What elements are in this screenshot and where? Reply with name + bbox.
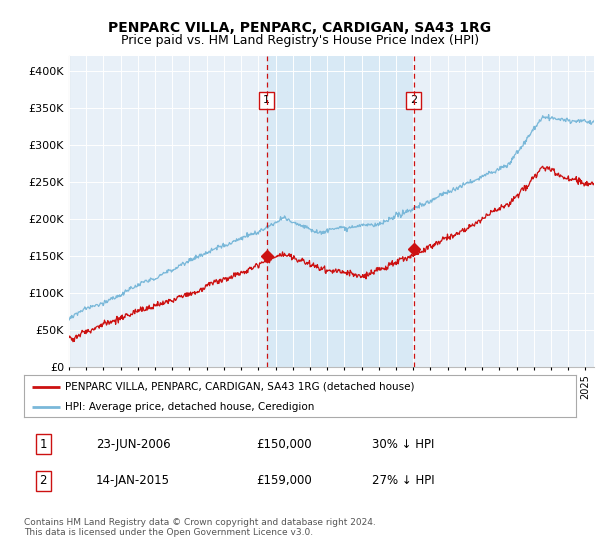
Text: 27% ↓ HPI: 27% ↓ HPI <box>372 474 434 487</box>
Text: PENPARC VILLA, PENPARC, CARDIGAN, SA43 1RG (detached house): PENPARC VILLA, PENPARC, CARDIGAN, SA43 1… <box>65 382 415 392</box>
Text: HPI: Average price, detached house, Ceredigion: HPI: Average price, detached house, Cere… <box>65 402 315 412</box>
Text: £150,000: £150,000 <box>256 438 311 451</box>
Text: 2: 2 <box>410 95 418 105</box>
Text: £159,000: £159,000 <box>256 474 311 487</box>
Text: Contains HM Land Registry data © Crown copyright and database right 2024.
This d: Contains HM Land Registry data © Crown c… <box>24 518 376 538</box>
Text: Price paid vs. HM Land Registry's House Price Index (HPI): Price paid vs. HM Land Registry's House … <box>121 34 479 46</box>
Bar <box>266 56 414 367</box>
Text: 30% ↓ HPI: 30% ↓ HPI <box>372 438 434 451</box>
Text: 1: 1 <box>263 95 270 105</box>
Text: 23-JUN-2006: 23-JUN-2006 <box>96 438 170 451</box>
Text: 2: 2 <box>40 474 47 487</box>
Text: 1: 1 <box>40 438 47 451</box>
Text: PENPARC VILLA, PENPARC, CARDIGAN, SA43 1RG: PENPARC VILLA, PENPARC, CARDIGAN, SA43 1… <box>109 21 491 35</box>
Text: 14-JAN-2015: 14-JAN-2015 <box>96 474 170 487</box>
